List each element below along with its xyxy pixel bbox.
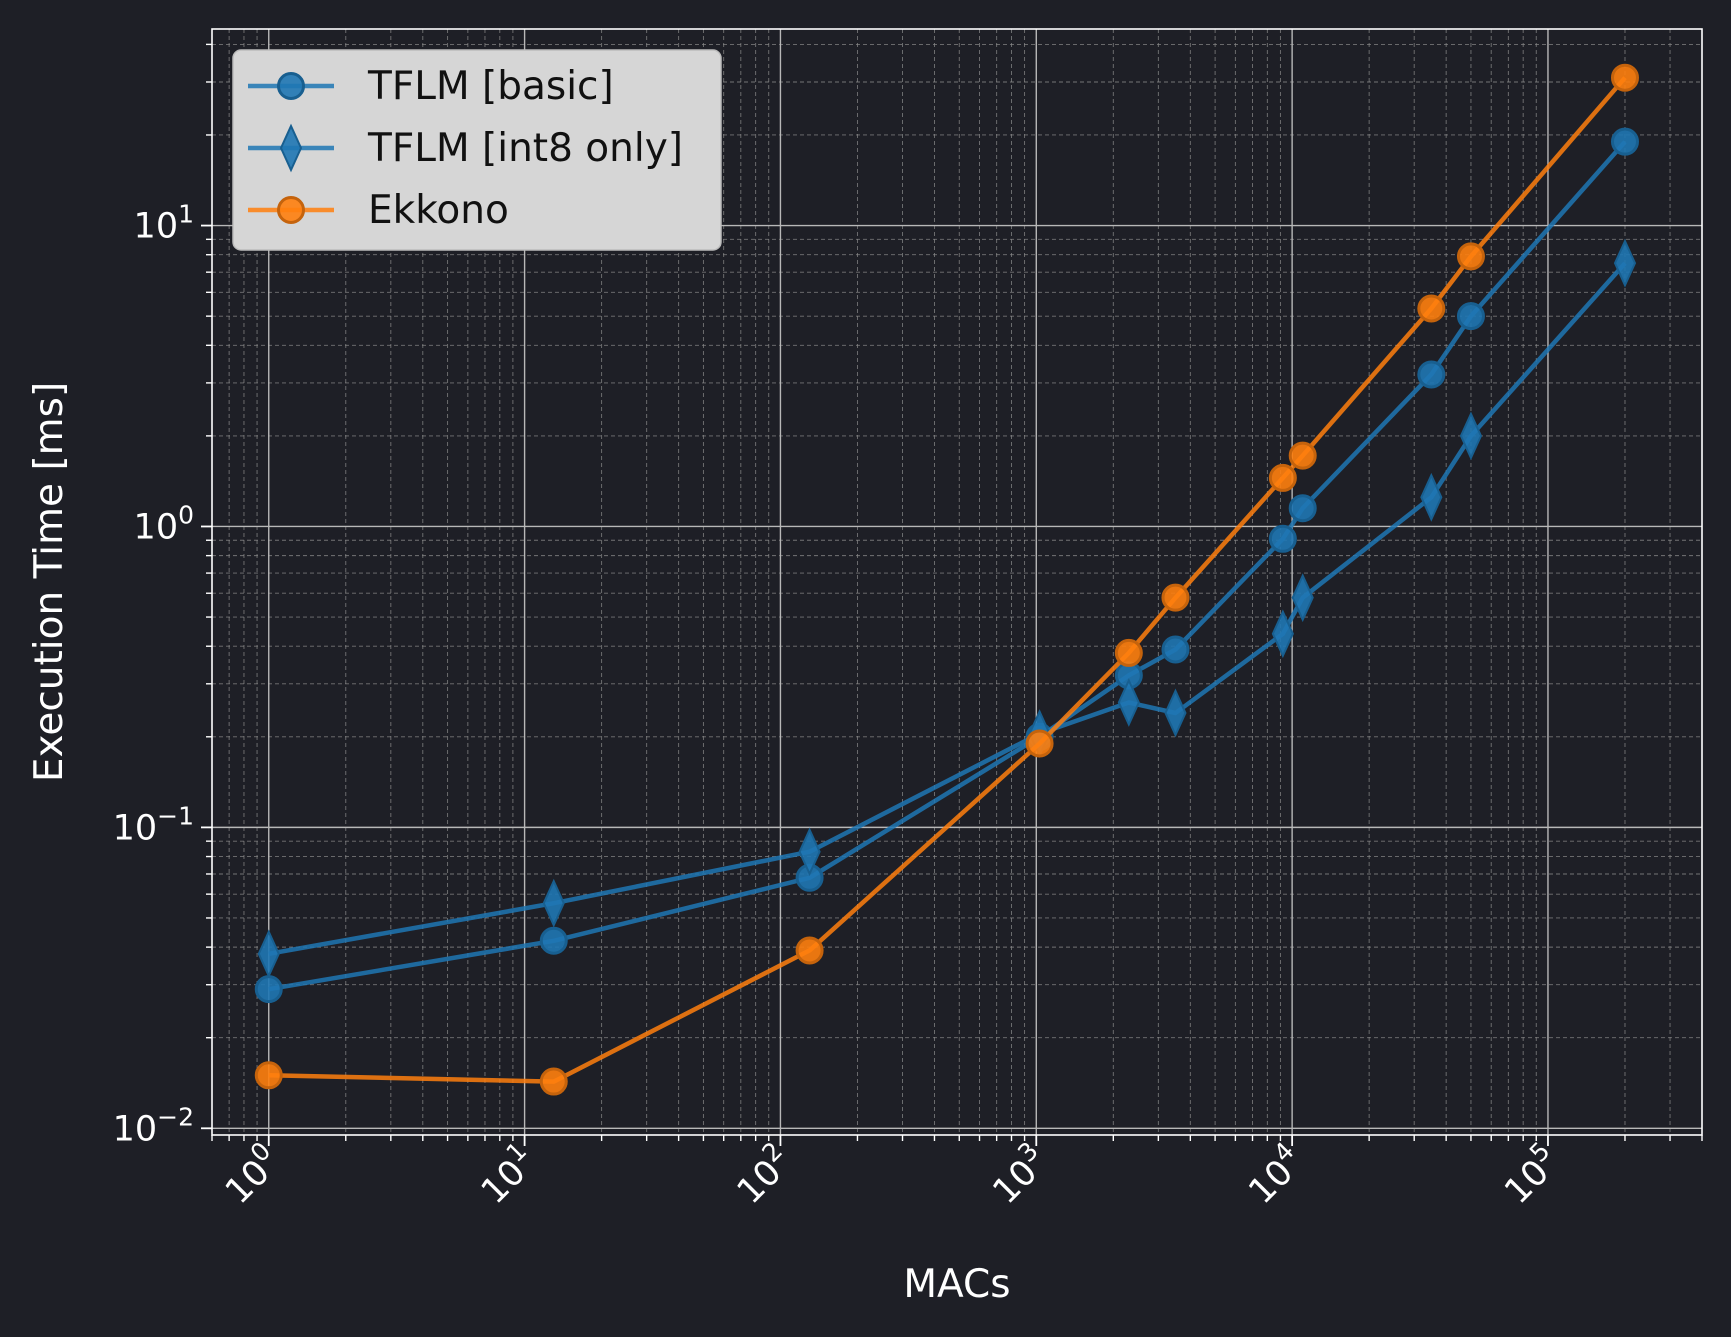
data-point <box>798 827 821 877</box>
y-tick-label: 101 <box>134 200 194 247</box>
data-point <box>1268 524 1297 553</box>
data-point <box>1288 441 1317 470</box>
data-point <box>1420 472 1443 522</box>
legend-label-tflm-int8: TFLM [int8 only] <box>367 126 683 171</box>
legend-entry-tflm-int8: TFLM [int8 only] <box>248 123 683 173</box>
data-point <box>1271 609 1294 659</box>
data-point <box>254 975 283 1004</box>
data-point <box>539 1067 568 1096</box>
legend: TFLM [basic] TFLM [int8 only] Ekkono <box>232 49 722 251</box>
x-tick-label: 102 <box>725 1136 801 1212</box>
data-point <box>1610 127 1639 156</box>
series-2 <box>254 63 1639 1096</box>
data-point <box>1456 242 1485 271</box>
legend-entry-tflm-basic: TFLM [basic] <box>248 64 614 109</box>
data-point <box>1417 294 1446 323</box>
plot-frame <box>211 28 1703 1136</box>
series-0 <box>254 127 1639 1004</box>
y-axis-label: Execution Time [ms] <box>27 382 72 782</box>
legend-diamond-icon <box>279 123 303 173</box>
data-point <box>1610 63 1639 92</box>
x-tick-label: 103 <box>981 1136 1057 1212</box>
data-point <box>1417 360 1446 389</box>
data-point <box>1459 411 1483 461</box>
data-point <box>1288 494 1317 523</box>
data-point <box>1291 573 1314 623</box>
x-tick-label: 101 <box>469 1136 545 1212</box>
legend-circle-icon <box>277 196 305 224</box>
data-point <box>254 1061 283 1090</box>
legend-label-tflm-basic: TFLM [basic] <box>367 64 614 109</box>
data-point <box>795 936 824 965</box>
y-tick-label: 10−1 <box>113 801 194 848</box>
y-tick-label: 10−2 <box>113 1102 194 1149</box>
legend-entry-ekkono: Ekkono <box>248 188 509 233</box>
legend-circle-icon <box>277 72 305 100</box>
data-point <box>1613 238 1637 288</box>
data-point <box>1456 302 1485 331</box>
data-point <box>1025 729 1054 758</box>
data-point <box>1164 688 1187 738</box>
data-point <box>539 926 568 955</box>
data-point <box>1117 678 1140 727</box>
legend-box <box>232 49 722 251</box>
data-point <box>1161 635 1190 664</box>
y-tick-label: 100 <box>134 500 194 547</box>
data-point <box>542 878 565 928</box>
axes: 100 101 102 103 104 105 10−2 10−1 100 101 <box>113 43 1703 1212</box>
x-tick-label: 105 <box>1492 1136 1568 1212</box>
x-tick-label: 104 <box>1237 1136 1313 1212</box>
series-layer <box>254 63 1639 1096</box>
x-tick-label: 100 <box>213 1136 289 1212</box>
x-axis-label: MACs <box>903 1262 1010 1307</box>
data-point <box>1268 463 1297 492</box>
legend-label-ekkono: Ekkono <box>368 188 509 233</box>
data-point <box>1114 638 1143 667</box>
data-point <box>1161 583 1190 612</box>
data-point <box>257 929 280 979</box>
